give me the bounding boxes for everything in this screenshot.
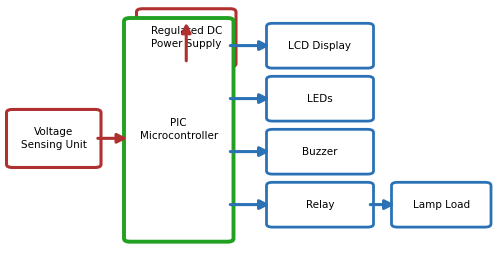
- FancyBboxPatch shape: [266, 23, 374, 68]
- FancyBboxPatch shape: [266, 76, 374, 121]
- Text: Relay: Relay: [306, 200, 334, 210]
- Text: PIC
Microcontroller: PIC Microcontroller: [140, 118, 218, 142]
- Text: LEDs: LEDs: [307, 94, 333, 104]
- FancyBboxPatch shape: [6, 109, 101, 167]
- FancyBboxPatch shape: [266, 182, 374, 227]
- Text: Lamp Load: Lamp Load: [412, 200, 470, 210]
- FancyBboxPatch shape: [266, 129, 374, 174]
- FancyBboxPatch shape: [136, 9, 236, 67]
- Text: Voltage
Sensing Unit: Voltage Sensing Unit: [21, 127, 86, 150]
- FancyBboxPatch shape: [124, 18, 234, 242]
- Text: Buzzer: Buzzer: [302, 147, 338, 157]
- Text: LCD Display: LCD Display: [288, 41, 352, 51]
- FancyBboxPatch shape: [392, 182, 491, 227]
- Text: Regulated DC
Power Supply: Regulated DC Power Supply: [150, 26, 222, 49]
